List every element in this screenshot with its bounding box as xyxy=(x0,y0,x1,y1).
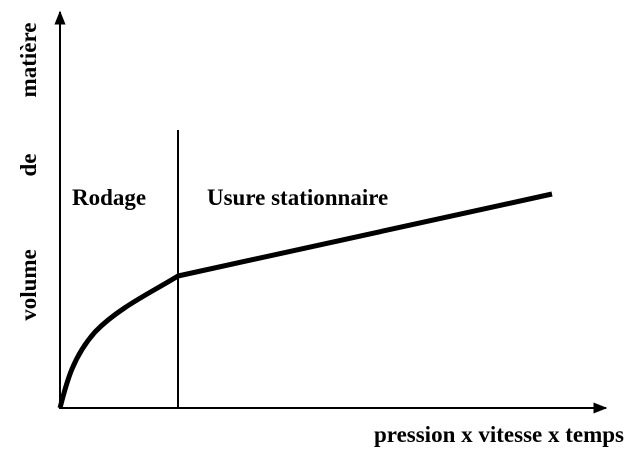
region-label: Usure stationnaire xyxy=(207,185,388,210)
wear-curve xyxy=(57,191,553,409)
y-axis-label: de xyxy=(16,154,41,177)
x-axis-label: pression x vitesse x temps xyxy=(374,422,624,447)
y-axis-label: volume xyxy=(16,249,41,321)
region-label: Rodage xyxy=(72,185,146,210)
y-axis-label: matière xyxy=(16,23,41,98)
